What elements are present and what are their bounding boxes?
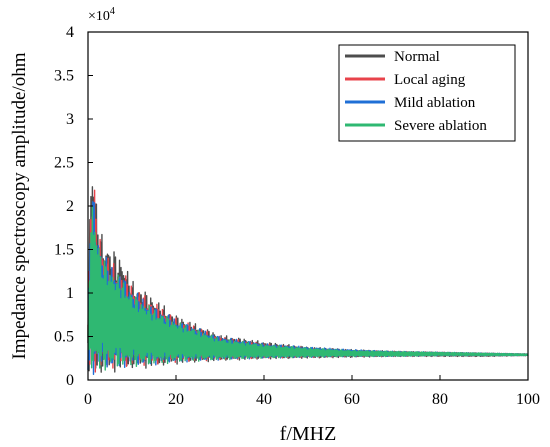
y-tick-label: 3 bbox=[66, 111, 74, 128]
x-tick-label: 80 bbox=[432, 391, 448, 408]
series-line-severe-ablation bbox=[87, 206, 529, 371]
legend-label: Normal bbox=[394, 49, 440, 65]
x-tick-label: 40 bbox=[256, 391, 272, 408]
x-tick-label: 20 bbox=[168, 391, 184, 408]
y-tick-label: 2 bbox=[66, 198, 74, 215]
legend-label: Local aging bbox=[394, 72, 466, 88]
y-tick-label: 0 bbox=[66, 372, 74, 389]
y-tick-label: 4 bbox=[66, 24, 74, 41]
x-axis-label: f/MHZ bbox=[280, 423, 337, 445]
axis-ticks: 0 20 40 60 80 100 0 0.5 1 1.5 2 2.5 3 3.5 4 bbox=[54, 24, 540, 408]
x-tick-label: 100 bbox=[516, 391, 540, 408]
legend: Normal Local aging Mild ablation Severe abl… bbox=[338, 44, 516, 142]
legend-label: Mild ablation bbox=[394, 95, 476, 111]
y-tick-label: 1.5 bbox=[54, 242, 74, 259]
y-tick-label: 1 bbox=[66, 285, 74, 302]
y-tick-label: 2.5 bbox=[54, 155, 74, 172]
series-layer bbox=[87, 186, 529, 376]
y-scale-factor: ×104 bbox=[88, 6, 115, 24]
y-tick-label: 3.5 bbox=[54, 68, 74, 85]
y-axis-label: Impedance spectroscopy amplitude/ohm bbox=[9, 52, 30, 359]
x-tick-label: 0 bbox=[84, 391, 92, 408]
y-tick-label: 0.5 bbox=[54, 329, 74, 346]
x-tick-label: 60 bbox=[344, 391, 360, 408]
legend-label: Severe ablation bbox=[394, 118, 487, 134]
y-scale-base: ×10 bbox=[88, 9, 110, 24]
y-scale-exponent: 4 bbox=[110, 6, 115, 17]
